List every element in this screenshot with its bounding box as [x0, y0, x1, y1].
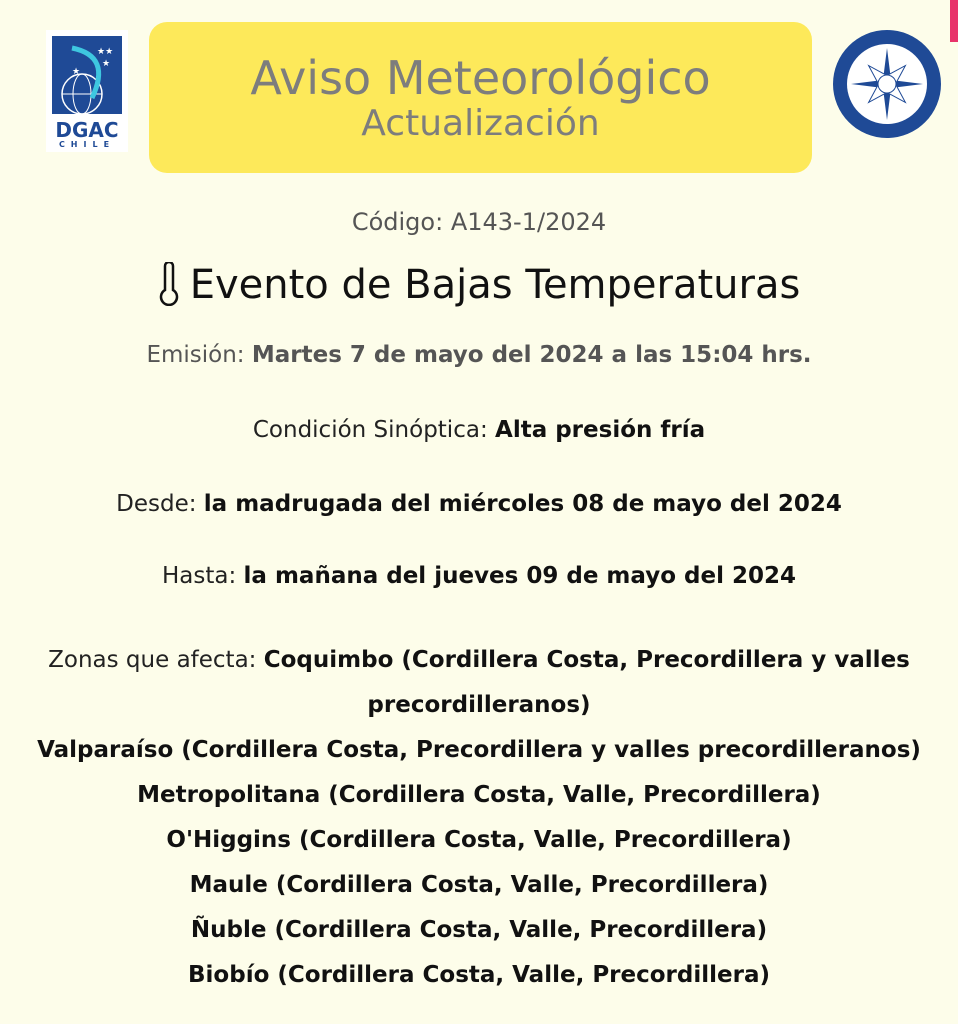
from-label: Desde:	[116, 491, 197, 517]
code-label: Código:	[351, 208, 444, 236]
emission-value: Martes 7 de mayo del 2024 a las 15:04 hr…	[251, 342, 812, 368]
dgac-logo: ★★ ★ ★ DGAC CHILE	[46, 30, 128, 152]
header-banner: Aviso Meteorológico Actualización	[149, 22, 812, 173]
svg-text:★: ★	[102, 59, 110, 69]
until-line: Hasta: la mañana del jueves 09 de mayo d…	[0, 563, 958, 589]
emission-line: Emisión: Martes 7 de mayo del 2024 a las…	[0, 342, 958, 368]
zone-item: Metropolitana (Cordillera Costa, Valle, …	[137, 782, 821, 808]
event-title: Evento de Bajas Temperaturas	[189, 262, 801, 308]
zone-item-cont: precordilleranos)	[367, 692, 591, 718]
until-label: Hasta:	[162, 563, 237, 589]
zone-item: Maule (Cordillera Costa, Valle, Precordi…	[189, 872, 769, 898]
thermometer-icon	[159, 260, 178, 307]
zone-item: Valparaíso (Cordillera Costa, Precordill…	[37, 737, 921, 763]
zone-item: Coquimbo (Cordillera Costa, Precordiller…	[263, 647, 910, 673]
svg-text:★★: ★★	[97, 47, 113, 57]
synoptic-label: Condición Sinóptica:	[252, 417, 488, 443]
event-title-line: Evento de Bajas Temperaturas	[0, 260, 958, 308]
synoptic-value: Alta presión fría	[495, 417, 706, 443]
svg-text:★: ★	[72, 67, 80, 77]
meteochile-logo-icon	[833, 30, 941, 138]
zone-item: Ñuble (Cordillera Costa, Valle, Precordi…	[190, 917, 768, 943]
banner-subtitle: Actualización	[361, 103, 600, 144]
zone-item: O'Higgins (Cordillera Costa, Valle, Prec…	[166, 827, 792, 853]
zones-block: Zonas que afecta: Coquimbo (Cordillera C…	[0, 638, 958, 998]
code-line: Código: A143-1/2024	[0, 208, 958, 236]
zone-item: Biobío (Cordillera Costa, Valle, Precord…	[188, 962, 770, 988]
synoptic-line: Condición Sinóptica: Alta presión fría	[0, 417, 958, 443]
edge-marker	[950, 0, 958, 42]
emission-label: Emisión:	[146, 342, 245, 368]
code-value: A143-1/2024	[450, 208, 607, 236]
from-value: la madrugada del miércoles 08 de mayo de…	[203, 491, 842, 517]
zones-label: Zonas que afecta:	[48, 647, 257, 673]
until-value: la mañana del jueves 09 de mayo del 2024	[243, 563, 796, 589]
banner-title: Aviso Meteorológico	[250, 51, 711, 105]
dgac-emblem-icon: ★★ ★ ★	[61, 45, 113, 114]
from-line: Desde: la madrugada del miércoles 08 de …	[0, 491, 958, 517]
